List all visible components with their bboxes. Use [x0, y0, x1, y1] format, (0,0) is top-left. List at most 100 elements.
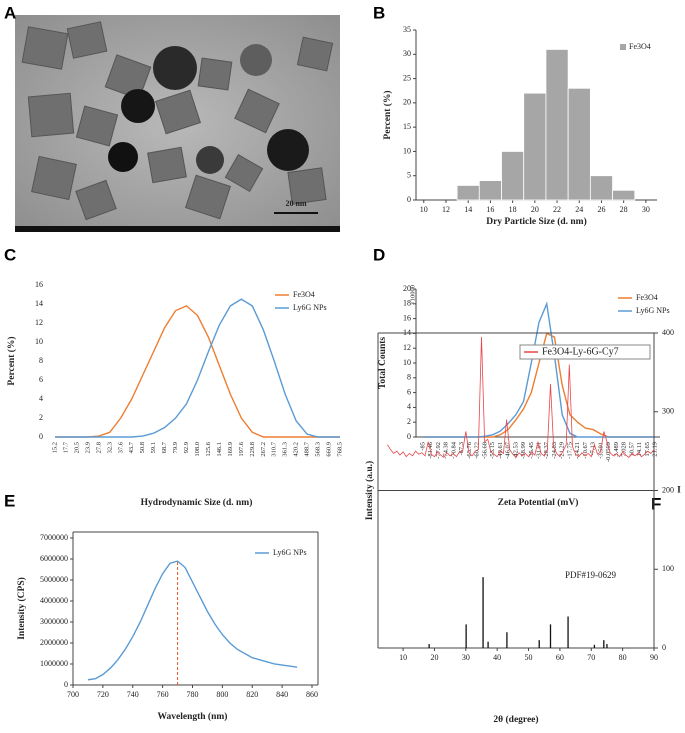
x-tick-label: 18	[509, 205, 517, 214]
y-tick-label: 20	[403, 98, 411, 107]
x-tick-label: 16	[486, 205, 494, 214]
y2-tick-label: 100	[662, 564, 674, 573]
x-tick-label: 23.9	[84, 442, 91, 453]
x-tick-label: 68.7	[161, 441, 168, 453]
legend-label: Fe3O4	[636, 293, 658, 302]
y-tick-label: 4000000	[40, 596, 68, 605]
x-tick-label: -74.38	[443, 442, 450, 459]
x-tick-label: 800	[216, 690, 228, 699]
y-tick-label: 18	[403, 299, 411, 308]
legend-label: Ly6G NPs	[293, 303, 327, 312]
x-tick-label: 70	[587, 653, 595, 662]
x-tick-label: 740	[127, 690, 139, 699]
x-tick-label: 27.8	[95, 442, 102, 453]
x-tick-label: 32.3	[106, 442, 113, 453]
x-tick-label: 125.6	[205, 441, 212, 456]
bar	[501, 151, 525, 201]
x-tick-label: -46.07	[505, 441, 512, 459]
x-tick-label: 169.9	[227, 442, 234, 457]
x-tick-label: 22	[553, 205, 561, 214]
x-tick-label: 20	[430, 653, 438, 662]
panel-label: A	[4, 3, 16, 22]
x-tick-label: 30	[462, 653, 470, 662]
legend-swatch	[620, 44, 626, 50]
x-tick-label: 310.7	[271, 441, 278, 456]
x-tick-label: 20	[531, 205, 539, 214]
y-tick-label: 10	[403, 146, 411, 155]
chart-panel: C 0 2 4 6 8 10 12 14 16 15.2 17.7 20.5 23.9 27.8 32.3 37…	[4, 245, 343, 508]
x-tick-label: 820	[246, 690, 258, 699]
y-tick-label: 6	[39, 375, 43, 384]
y-axis-label: Total Counts	[378, 337, 388, 389]
tem-image: 20 nm	[15, 15, 340, 232]
x-tick-label: 3.489	[613, 442, 620, 457]
x-tick-label: 12	[442, 205, 450, 214]
panel-label: B	[373, 3, 385, 22]
y-tick-label: 16	[403, 313, 411, 322]
series-line	[87, 560, 298, 681]
x-tick-label: -85	[419, 442, 426, 451]
x-tick-label: 760	[157, 690, 169, 699]
x-axis-label: Zeta Potential (mV)	[498, 497, 579, 508]
x-tick-label: -10.67	[582, 441, 589, 459]
x-tick-label: 10	[420, 205, 428, 214]
y-tick-label: 7000000	[40, 533, 68, 542]
x-tick-label: 92.9	[183, 442, 190, 453]
x-tick-label: 30	[642, 205, 650, 214]
chart-panel: B 0 5 10 15 20 25 30 35 10 12 14 16 18 20 22 24 26 28 30 Dry…	[373, 3, 657, 227]
x-tick-label: 229.8	[249, 442, 256, 457]
x-tick-label: -42.53	[512, 442, 519, 459]
x-tick-label: 50	[525, 653, 533, 662]
x-axis-label: Hydrodynamic Size (d. nm)	[141, 497, 253, 508]
x-axis-label: 2θ (degree)	[493, 714, 538, 725]
bar	[612, 189, 636, 201]
legend-label: Fe3O4-Ly-6G-Cy7	[542, 346, 619, 357]
annotation: PDF#19-0629	[565, 570, 617, 580]
x-tick-label: 60	[556, 653, 564, 662]
x-tick-label: 720	[97, 690, 109, 699]
y-tick-label: 10	[35, 337, 43, 346]
y-tick-label: 4	[39, 394, 43, 403]
bar	[456, 185, 480, 201]
y-tick-label: 25	[403, 73, 411, 82]
x-tick-label: 660.9	[326, 442, 333, 457]
x-tick-label: -56.68	[481, 442, 488, 459]
y-tick-label: 0	[407, 195, 411, 204]
x-tick-label: 50.8	[139, 442, 146, 453]
y-tick-label: 15	[403, 122, 411, 131]
x-tick-label: -24.83	[551, 442, 558, 459]
x-tick-label: 20.5	[73, 442, 80, 453]
x-tick-label: 17.65	[644, 442, 651, 457]
x-tick-label: -17.75	[566, 442, 573, 459]
x-tick-label: 43.7	[128, 441, 135, 453]
y-unit-label: ×10000	[409, 285, 416, 305]
x-tick-label: 488.7	[304, 441, 311, 456]
x-tick-label: 17.7	[62, 441, 69, 453]
y-tick-label: 20	[403, 284, 411, 293]
x-tick-label: 80	[619, 653, 627, 662]
bar	[523, 92, 547, 201]
x-axis-label: Dry Particle Size (d. nm)	[486, 216, 587, 227]
y-tick-label: 0	[407, 432, 411, 441]
series-line	[387, 336, 655, 459]
x-tick-label: 14	[464, 205, 472, 214]
bar	[478, 180, 502, 201]
y-tick-label: 4	[407, 402, 411, 411]
x-tick-label: 267.2	[260, 442, 267, 457]
x-tick-label: -77.92	[435, 442, 442, 459]
x-tick-label: 14.11	[636, 442, 643, 456]
y-axis-label: Percent (%)	[382, 90, 393, 139]
x-tick-label: 860	[306, 690, 318, 699]
y2-tick-label: 400	[662, 328, 674, 337]
y-tick-label: 12	[403, 343, 411, 352]
series-line	[55, 298, 340, 438]
legend-label: Ly6G NPs	[636, 306, 670, 315]
scale-bar-label: 20 nm	[285, 199, 306, 208]
series-line	[423, 301, 655, 438]
chart-panel: E 0 1000000 2000000 3000000 4000000 5000000 600…	[4, 491, 319, 722]
panel-label: F	[651, 494, 661, 513]
x-tick-label: 10	[399, 653, 407, 662]
x-tick-label: 24	[575, 205, 583, 214]
